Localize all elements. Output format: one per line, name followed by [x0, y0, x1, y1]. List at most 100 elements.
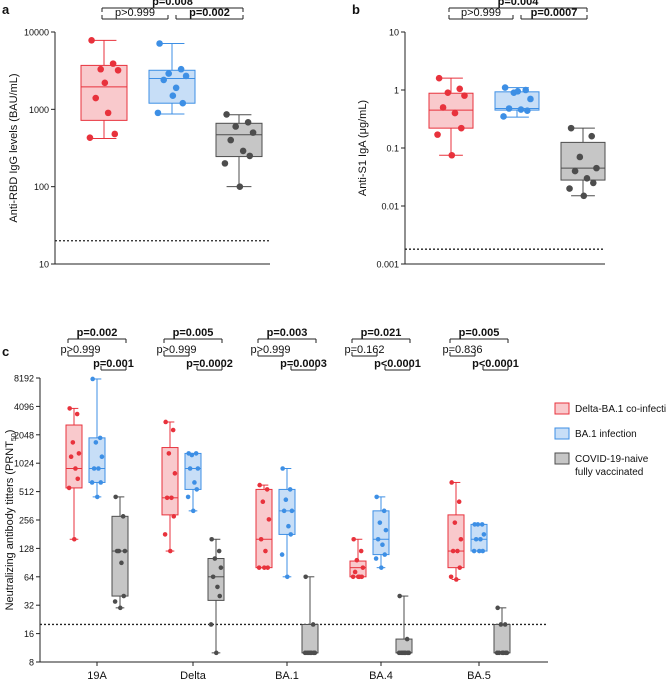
panel-c-Delta-gray-point — [216, 548, 222, 554]
panel-c-BA.4-red-point — [358, 548, 364, 554]
panel-c-BA.1-blue-point — [287, 487, 293, 492]
panel-c-BA.5-blue-point — [481, 532, 487, 537]
panel-c-BA.4-gray-point — [397, 593, 402, 599]
panel-c-y-tick-label: 32 — [24, 601, 34, 611]
panel-b-blue-point — [514, 87, 522, 95]
panel-c-BA.5-gray-point — [495, 605, 500, 611]
panel-c-19A-blue-box — [88, 437, 106, 483]
panel-c-BA.5-red-point — [455, 548, 460, 554]
panel-c-BA.5-red-point — [456, 499, 462, 505]
panel-c-y-tick-label: 8192 — [14, 374, 34, 384]
panel-a-gray-box — [215, 122, 263, 158]
panel-a-blue-point — [172, 84, 180, 92]
panel-c-x-tick-label: 19A — [87, 670, 107, 682]
panel-c-BA.1-blue-point — [286, 523, 291, 529]
panel-c-Delta-blue-point — [193, 451, 199, 456]
panel-b-red-point — [461, 92, 468, 99]
panel-c-19A-gray-point — [119, 560, 124, 566]
panel-c-BA.5-red-point — [453, 577, 459, 582]
panel-c-y-tick-label: 512 — [19, 487, 34, 497]
panel-c-Delta-blue-point — [192, 480, 197, 485]
panel-c-BA.1-blue-point — [281, 508, 287, 514]
panel-c-BA.1-gray-box — [301, 623, 319, 654]
panel-label-c: c — [2, 344, 9, 359]
panel-c-y-tick-label: 256 — [19, 516, 34, 526]
panel-c-BA.1-red-point — [258, 536, 264, 542]
panel-c-Delta-gray-point — [209, 536, 214, 542]
panel-c-BA.1-red-point — [265, 565, 271, 570]
panel-c-19A-gray-point — [120, 514, 126, 519]
panel-c-Delta-blue-point — [189, 452, 195, 458]
panel-a-red-point — [88, 37, 95, 44]
panel-b-blue-point — [523, 107, 531, 114]
panel-c-BA.1-red-point — [260, 499, 266, 505]
panel-c-19A-blue-point — [94, 494, 100, 500]
panel-c-19A-cmp-top-p-label: p=0.002 — [77, 327, 118, 339]
panel-c-BA.4-red-point — [350, 574, 356, 580]
panel-c-Delta-red-point — [172, 471, 178, 476]
legend-label: BA.1 infection — [575, 429, 637, 440]
panel-a-y-axis-label: Anti-RBD IgG levels (BAU/mL) — [8, 73, 20, 222]
panel-c-BA.4-red-point — [351, 536, 356, 542]
panel-a-blue-point — [177, 65, 185, 73]
panel-c-BA.4-gray-point — [404, 636, 410, 642]
panel-c-BA.1-blue-point — [283, 497, 289, 503]
panel-c-y-tick-label: 4096 — [14, 402, 34, 412]
panel-a-red-point — [97, 65, 104, 73]
panel-a-y-tick-label: 1000 — [29, 105, 49, 115]
panel-b-gray-point — [580, 192, 588, 200]
panel-label-a: a — [2, 2, 10, 17]
panel-a-red-point — [104, 109, 112, 117]
panel-c-BA.5-red-point — [452, 520, 458, 525]
panel-c-BA.1-red-point — [264, 487, 270, 492]
panel-c-BA.5-blue-point — [478, 536, 483, 542]
panel-c-19A-red-point — [70, 440, 76, 445]
panel-c-x-tick-label: BA.5 — [467, 670, 491, 682]
panel-c-19A-blue-point — [97, 435, 103, 441]
panel-b-gray-point — [576, 153, 584, 161]
panel-b-blue-point — [517, 106, 525, 113]
panel-b-blue-point — [500, 113, 507, 120]
panel-a-gray-point — [244, 118, 252, 126]
chart-a: 10 100 1000 10000 Anti-RBD IgG levels (BAU/m… — [8, 0, 270, 270]
panel-c-BA.1-cmp-top-p-label: p=0.003 — [267, 327, 308, 339]
panel-c-BA.4-red-point — [360, 565, 366, 570]
panel-c-BA.5-cmp-left-p-label: p=0.836 — [442, 344, 482, 356]
panel-c-BA.4-red-point — [355, 574, 361, 580]
panel-a-red-point — [109, 60, 117, 67]
panel-c-y-tick-label: 128 — [19, 544, 34, 554]
panel-c-BA.4-cmp-left-p-label: p=0.162 — [344, 344, 384, 356]
panel-b-gray-box — [560, 141, 606, 181]
panel-c-y-tick-label: 2048 — [14, 430, 34, 440]
panel-c-BA.4-blue-point — [380, 542, 385, 548]
panel-c-BA.1-gray-point — [303, 574, 308, 580]
panel-a-gray-point — [227, 136, 235, 144]
panel-b-red-point — [434, 131, 441, 138]
panel-c-BA.4-cmp-top-p-label: p=0.021 — [361, 327, 402, 339]
panel-c-BA.5-gray-point — [502, 622, 508, 627]
panel-a-red-point — [92, 94, 100, 102]
panel-b-y-tick-label: 0.01 — [381, 202, 399, 212]
panel-a-blue-point — [165, 70, 172, 77]
panel-a-blue-point — [179, 99, 187, 107]
panel-c-BA.1-cmp-right-p-label: p=0.0003 — [280, 358, 327, 370]
panel-a-red-point — [101, 79, 109, 87]
panel-a-red-box — [80, 64, 128, 121]
panel-c-19A-gray-point — [121, 593, 127, 599]
panel-c-BA.1-cmp-left-p-label: p>0.999 — [250, 344, 290, 356]
panel-c-BA.5-red-point — [450, 548, 456, 554]
panel-a-red-point — [114, 66, 122, 74]
panel-c-19A-gray-point — [122, 548, 128, 554]
panel-c-BA.1-blue-point — [279, 552, 285, 557]
panel-c-Delta-red-point — [162, 532, 168, 537]
panel-c-19A-gray-point — [114, 548, 120, 554]
panel-c-BA.5-blue-point — [480, 548, 486, 554]
panel-c-BA.5-red-point — [457, 565, 463, 570]
panel-c-y-axis-label-sub: 50 — [11, 433, 18, 441]
panel-c-Delta-gray-point — [212, 556, 218, 561]
panel-c-19A-blue-point — [91, 466, 97, 471]
panel-c-BA.4-blue-point — [381, 508, 387, 514]
panel-c-19A-red-point — [75, 476, 81, 482]
panel-b-red-point — [456, 85, 464, 93]
panel-c-Delta-red-point — [166, 451, 172, 456]
